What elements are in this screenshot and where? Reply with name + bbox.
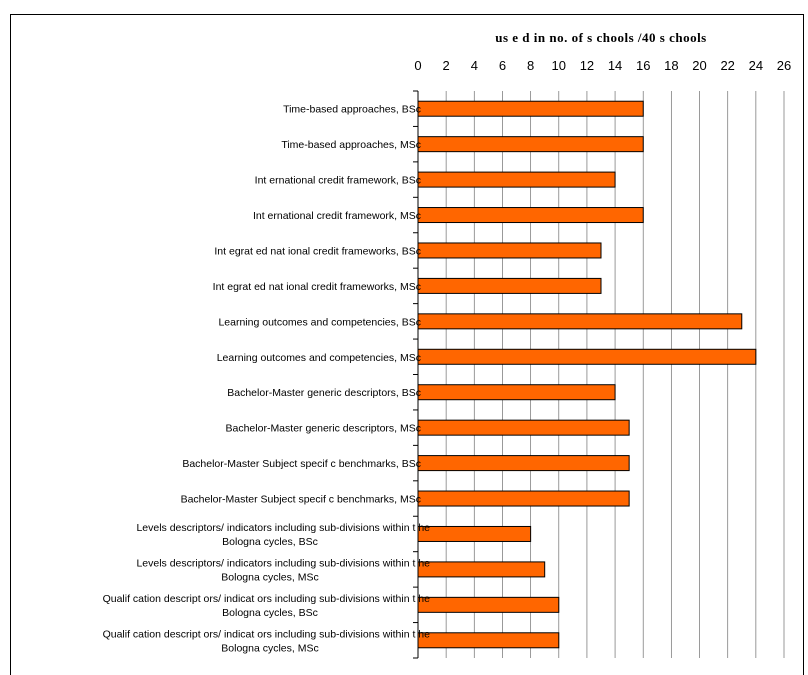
y-category-label: Int egrat ed nat ional credit frameworks… bbox=[214, 245, 421, 257]
x-tick-labels: 0 2 4 6 8 10 12 14 16 18 20 22 24 26 bbox=[414, 58, 791, 73]
y-category-label: Learning outcomes and competencies, MSc bbox=[217, 352, 421, 364]
y-category-label: Time-based approaches, MSc bbox=[281, 139, 421, 151]
x-tick-label: 2 bbox=[443, 58, 450, 73]
bar bbox=[417, 242, 602, 259]
x-tick-label: 24 bbox=[749, 58, 763, 73]
bar bbox=[417, 277, 602, 294]
y-category-label: Int egrat ed nat ional credit frameworks… bbox=[213, 281, 421, 293]
chart-frame bbox=[10, 14, 804, 675]
x-tick-label: 14 bbox=[608, 58, 622, 73]
x-tick-label: 26 bbox=[777, 58, 791, 73]
y-category-label: Bologna cycles, BSc bbox=[222, 607, 318, 619]
y-category-label: Bologna cycles, MSc bbox=[221, 571, 318, 583]
y-category-label: Bachelor-Master Subject specif c benchma… bbox=[181, 494, 421, 506]
bar bbox=[417, 596, 560, 613]
y-category-label: Qualif cation descript ors/ indicat ors … bbox=[103, 628, 431, 640]
x-tick-label: 16 bbox=[636, 58, 650, 73]
bar bbox=[417, 313, 743, 330]
y-category-labels: Time-based approaches, BSc Time-based app… bbox=[103, 104, 431, 655]
bar bbox=[417, 207, 644, 224]
bar bbox=[417, 384, 616, 401]
bar bbox=[417, 632, 560, 649]
bar bbox=[417, 525, 532, 542]
bar bbox=[417, 490, 630, 507]
y-category-label: Bachelor-Master Subject specif c benchma… bbox=[182, 458, 421, 470]
x-tick-label: 18 bbox=[664, 58, 678, 73]
y-category-label: Bologna cycles, MSc bbox=[221, 642, 318, 654]
y-category-label: Qualif cation descript ors/ indicat ors … bbox=[103, 593, 431, 605]
y-category-label: Time-based approaches, BSc bbox=[283, 104, 421, 116]
bar bbox=[417, 561, 546, 578]
x-tick-label: 22 bbox=[720, 58, 734, 73]
x-tick-label: 8 bbox=[527, 58, 534, 73]
bar bbox=[417, 136, 644, 153]
y-category-label: Bachelor-Master generic descriptors, BSc bbox=[227, 387, 421, 399]
x-tick-label: 12 bbox=[580, 58, 594, 73]
x-tick-label: 0 bbox=[414, 58, 421, 73]
bar bbox=[417, 455, 630, 472]
x-tick-label: 6 bbox=[499, 58, 506, 73]
y-category-label: Bologna cycles, BSc bbox=[222, 536, 318, 548]
y-category-label: Levels descriptors/ indicators including… bbox=[136, 522, 430, 534]
x-tick-label: 4 bbox=[471, 58, 478, 73]
y-category-label: Bachelor-Master generic descriptors, MSc bbox=[226, 423, 422, 435]
bar bbox=[417, 419, 630, 436]
bar bbox=[417, 171, 616, 188]
y-category-label: Int ernational credit framework, MSc bbox=[253, 210, 421, 222]
bars bbox=[417, 100, 757, 649]
x-tick-label: 20 bbox=[692, 58, 706, 73]
bar bbox=[417, 100, 644, 117]
chart-title: us e d in no. of s chools /40 s chools bbox=[495, 30, 707, 45]
x-tick-label: 10 bbox=[552, 58, 566, 73]
bar bbox=[417, 348, 757, 365]
y-category-label: Int ernational credit framework, BSc bbox=[255, 175, 421, 187]
y-category-label: Learning outcomes and competencies, BSc bbox=[218, 316, 421, 328]
y-category-label: Levels descriptors/ indicators including… bbox=[136, 557, 430, 569]
